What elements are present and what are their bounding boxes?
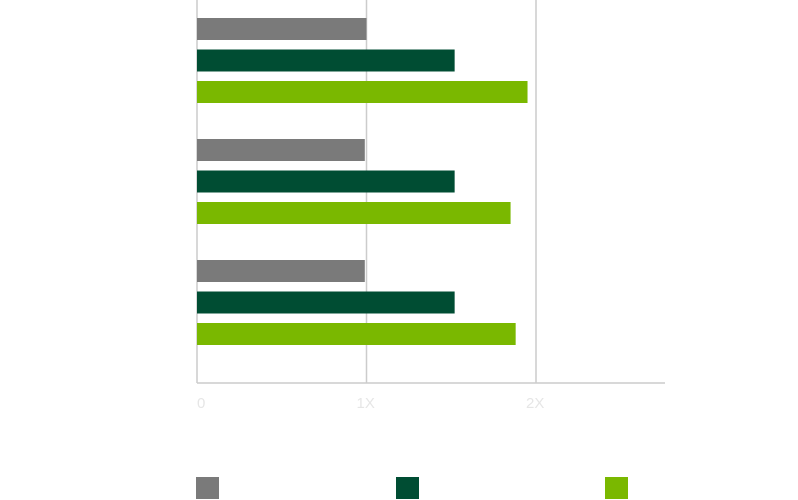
bar-group1-series2 <box>197 49 455 72</box>
bars <box>197 18 528 345</box>
legend-swatch-series-1 <box>196 477 219 499</box>
legend-swatch-series-3 <box>605 477 628 499</box>
bar-group2-series2 <box>197 170 455 193</box>
bar-group1-series3 <box>197 81 528 103</box>
bar-group3-series1 <box>197 260 365 282</box>
bar-group3-series3 <box>197 323 516 345</box>
bar-group3-series2 <box>197 291 455 314</box>
x-tick-label-0: 0 <box>197 395 205 412</box>
x-tick-label-1: 1X <box>357 395 375 412</box>
x-tick-labels: 0 1X 2X <box>197 395 544 412</box>
x-tick-label-2: 2X <box>526 395 544 412</box>
bar-group2-series3 <box>197 202 511 224</box>
bar-group2-series1 <box>197 139 365 161</box>
bar-group1-series1 <box>197 18 367 40</box>
legend-swatch-series-2 <box>396 477 419 499</box>
